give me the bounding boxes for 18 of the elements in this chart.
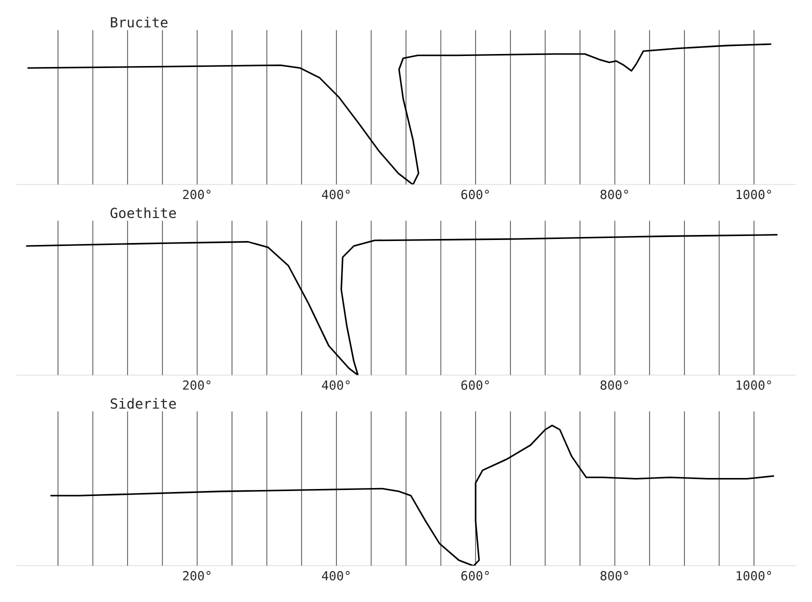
x-tick-label: 400° xyxy=(322,190,350,200)
chart-title: Brucite xyxy=(110,16,168,28)
x-tick-label: 200° xyxy=(183,380,210,390)
x-tick-label: 600° xyxy=(461,190,489,200)
x-tick-label: 1000° xyxy=(736,380,771,390)
x-tick-label: 400° xyxy=(322,571,350,580)
x-tick-label: 400° xyxy=(322,380,350,390)
chart-title: Siderite xyxy=(110,398,176,409)
x-tick-label: 800° xyxy=(600,190,628,200)
x-tick-label: 800° xyxy=(600,571,628,580)
x-tick-label: 200° xyxy=(183,190,210,200)
x-tick-label: 1000° xyxy=(736,190,771,200)
x-tick-label: 200° xyxy=(183,571,210,580)
x-tick-label: 600° xyxy=(461,380,489,390)
x-tick-label: 1000° xyxy=(736,571,771,580)
chart-title: Goethite xyxy=(110,207,176,218)
x-tick-label: 600° xyxy=(461,571,489,580)
x-tick-label: 800° xyxy=(600,380,628,390)
